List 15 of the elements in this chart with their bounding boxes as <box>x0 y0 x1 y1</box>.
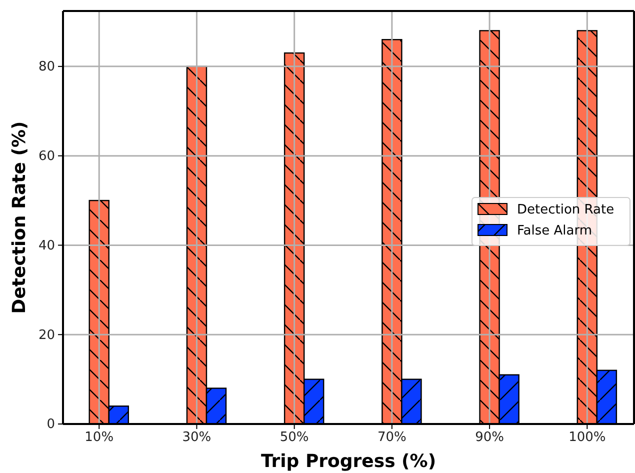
legend-label: False Alarm <box>517 224 592 238</box>
y-tick-label: 20 <box>38 328 55 343</box>
y-tick-label: 80 <box>38 60 55 75</box>
x-tick-label: 30% <box>182 430 212 446</box>
x-tick-label: 100% <box>568 430 606 446</box>
y-tick-label: 0 <box>46 417 55 432</box>
x-tick-label: 10% <box>84 430 114 446</box>
x-tick-label: 90% <box>475 430 504 446</box>
y-tick-label: 40 <box>38 238 55 254</box>
y-tick-label: 60 <box>38 148 55 164</box>
x-tick-label: 50% <box>280 430 309 446</box>
x-tick-label: 70% <box>377 430 406 446</box>
legend-label: Detection Rate <box>517 202 614 218</box>
y-axis-title: Detection Rate (%) <box>9 121 30 314</box>
x-axis-title: Trip Progress (%) <box>260 451 436 472</box>
